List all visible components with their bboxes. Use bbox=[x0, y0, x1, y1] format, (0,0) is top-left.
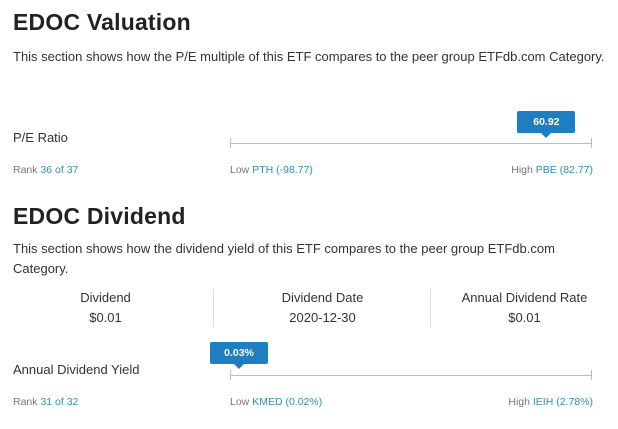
yield-low-link[interactable]: KMED (0.02%) bbox=[252, 396, 323, 408]
stat-annual-rate-value: $0.01 bbox=[508, 310, 541, 325]
stat-divider bbox=[213, 289, 214, 327]
pe-ratio-value-badge: 60.92 bbox=[517, 111, 576, 138]
stat-dividend-date-value: 2020-12-30 bbox=[289, 310, 356, 325]
yield-rank-prefix: Rank bbox=[13, 396, 38, 408]
stat-dividend-date: Dividend Date 2020-12-30 bbox=[220, 288, 425, 328]
dividend-title: EDOC Dividend bbox=[13, 203, 186, 229]
stat-dividend-value: $0.01 bbox=[89, 310, 122, 325]
yield-track bbox=[230, 375, 592, 376]
pe-low: Low PTH (-98.77) bbox=[230, 164, 313, 176]
stat-annual-rate-label: Annual Dividend Rate bbox=[461, 290, 588, 305]
yield-low-prefix: Low bbox=[230, 396, 250, 408]
stat-dividend-date-label: Dividend Date bbox=[281, 290, 364, 305]
stat-dividend-label: Dividend bbox=[80, 290, 131, 305]
yield-track-end bbox=[591, 370, 592, 380]
valuation-description: This section shows how the P/E multiple … bbox=[13, 49, 605, 64]
stat-divider bbox=[430, 289, 431, 327]
pe-ratio-label: P/E Ratio bbox=[13, 130, 68, 145]
pe-high-prefix: High bbox=[511, 164, 533, 176]
yield-low: Low KMED (0.02%) bbox=[230, 396, 322, 408]
valuation-title: EDOC Valuation bbox=[13, 9, 191, 35]
dividend-description: This section shows how the dividend yiel… bbox=[13, 241, 555, 276]
yield-value-badge: 0.03% bbox=[210, 342, 268, 369]
pe-low-prefix: Low bbox=[230, 164, 250, 176]
pe-ratio-track-start bbox=[230, 138, 231, 148]
pe-high: High PBE (82.77) bbox=[511, 164, 593, 176]
stat-dividend: Dividend $0.01 bbox=[13, 288, 198, 328]
yield-rank-link[interactable]: 31 of 32 bbox=[40, 396, 79, 408]
pe-rank-prefix: Rank bbox=[13, 164, 38, 176]
pe-ratio-track-end bbox=[591, 138, 592, 148]
yield-track-start bbox=[230, 370, 231, 380]
pe-high-link[interactable]: PBE (82.77) bbox=[535, 164, 593, 176]
annual-dividend-yield-label: Annual Dividend Yield bbox=[13, 362, 140, 377]
pe-rank: Rank 36 of 37 bbox=[13, 164, 78, 176]
yield-high-prefix: High bbox=[508, 396, 530, 408]
yield-high: High IEIH (2.78%) bbox=[508, 396, 593, 408]
pe-rank-link[interactable]: 36 of 37 bbox=[40, 164, 79, 176]
stat-annual-dividend-rate: Annual Dividend Rate $0.01 bbox=[437, 288, 612, 328]
yield-rank: Rank 31 of 32 bbox=[13, 396, 78, 408]
pe-low-link[interactable]: PTH (-98.77) bbox=[252, 164, 313, 176]
pe-ratio-track bbox=[230, 143, 592, 144]
yield-high-link[interactable]: IEIH (2.78%) bbox=[532, 396, 593, 408]
